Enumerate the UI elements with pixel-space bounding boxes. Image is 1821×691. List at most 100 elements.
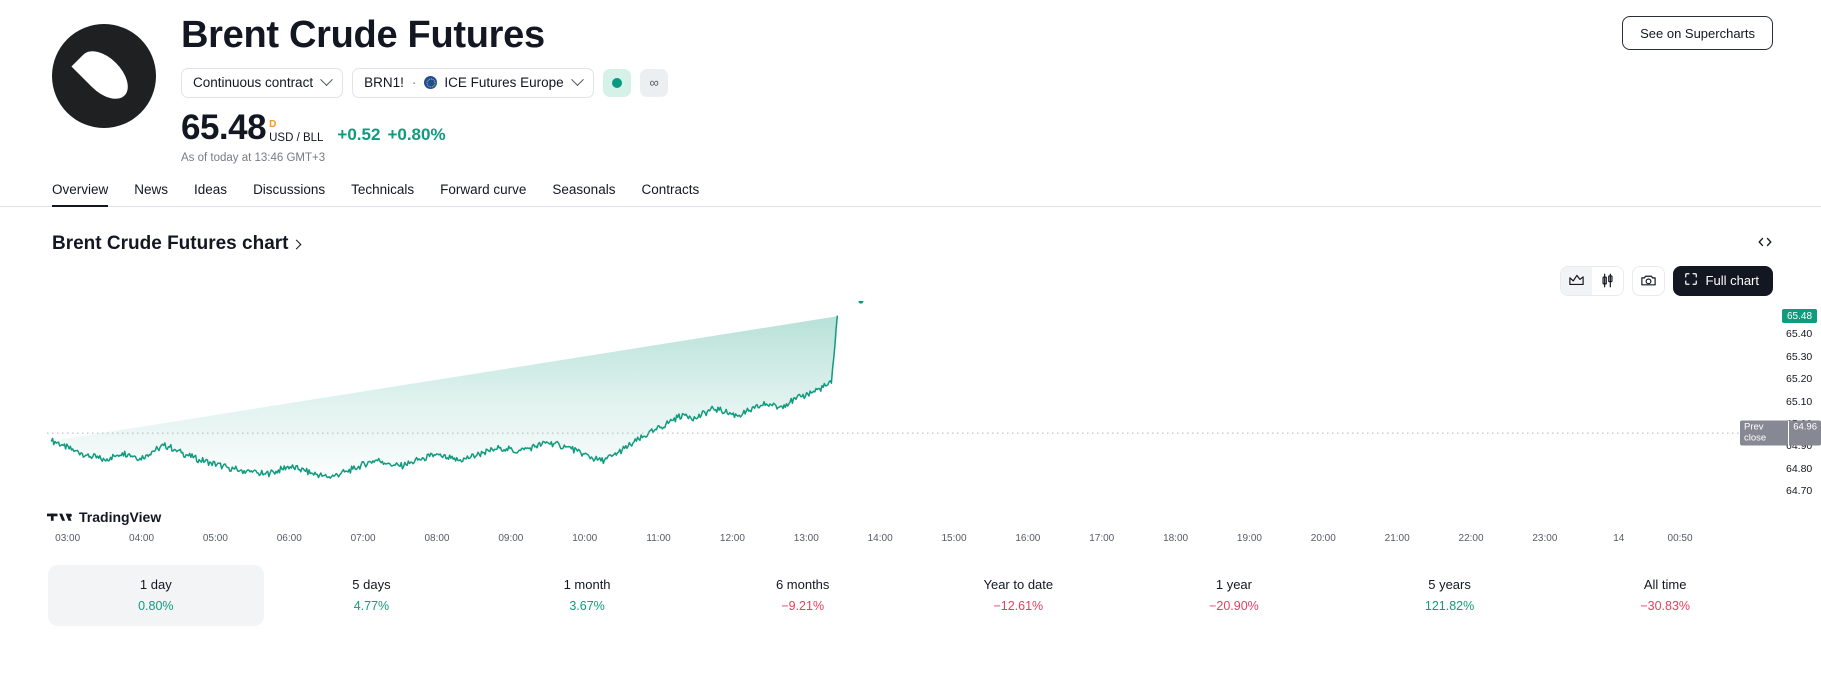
time-axis-tick: 14 bbox=[1613, 532, 1625, 544]
price-axis-tick: 65.10 bbox=[1786, 395, 1813, 408]
time-axis-tick: 18:00 bbox=[1163, 532, 1189, 544]
price-chart[interactable]: TradingView 65.4865.4065.3065.2065.1065.… bbox=[0, 300, 1821, 531]
price-axis-tick: 65.40 bbox=[1786, 328, 1813, 341]
eu-flag-icon bbox=[424, 76, 438, 90]
candlestick-chart-icon[interactable] bbox=[1591, 266, 1623, 295]
tab-ideas[interactable]: Ideas bbox=[194, 181, 228, 197]
time-axis-tick: 17:00 bbox=[1089, 532, 1115, 544]
infinity-icon[interactable]: ∞ bbox=[639, 68, 668, 97]
full-chart-label: Full chart bbox=[1705, 273, 1759, 289]
time-axis-tick: 16:00 bbox=[1015, 532, 1041, 544]
time-axis-tick: 23:00 bbox=[1532, 532, 1558, 544]
last-price-axis-badge: 65.48 bbox=[1782, 309, 1818, 324]
performance-value: −20.90% bbox=[1209, 598, 1259, 613]
code-embed-icon[interactable] bbox=[1757, 234, 1773, 253]
quote-row: 65.48 D USD / BLL +0.52 +0.80% bbox=[181, 110, 668, 145]
area-chart-icon[interactable] bbox=[1560, 266, 1592, 295]
symbol-exchange-dropdown[interactable]: BRN1! · ICE Futures Europe bbox=[352, 67, 594, 98]
contract-type-dropdown[interactable]: Continuous contract bbox=[181, 67, 344, 98]
last-price: 65.48 bbox=[181, 107, 267, 147]
time-axis-tick: 05:00 bbox=[202, 532, 228, 544]
price-axis-tick: 64.70 bbox=[1786, 485, 1813, 498]
chart-title-label: Brent Crude Futures chart bbox=[52, 232, 289, 254]
tradingview-watermark: TradingView bbox=[47, 509, 161, 525]
tab-seasonals[interactable]: Seasonals bbox=[552, 181, 616, 197]
performance-label: All time bbox=[1643, 576, 1687, 592]
time-axis-tick: 12:00 bbox=[719, 532, 745, 544]
performance-value: 121.82% bbox=[1424, 598, 1475, 613]
tab-overview[interactable]: Overview bbox=[52, 182, 109, 207]
performance-period-1-year[interactable]: 1 year −20.90% bbox=[1126, 565, 1342, 626]
time-axis-tick: 19:00 bbox=[1236, 532, 1262, 544]
chart-title-link[interactable]: Brent Crude Futures chart bbox=[52, 232, 302, 255]
see-on-supercharts-button[interactable]: See on Supercharts bbox=[1622, 16, 1773, 50]
performance-period-1-day[interactable]: 1 day 0.80% bbox=[48, 564, 264, 626]
tradingview-logo-icon bbox=[47, 513, 72, 521]
chart-type-group bbox=[1559, 265, 1624, 296]
prev-close-label: Prev close bbox=[1744, 421, 1767, 444]
performance-value: 4.77% bbox=[353, 598, 390, 613]
contract-type-label: Continuous contract bbox=[193, 75, 314, 91]
chart-area-fill bbox=[51, 316, 838, 479]
tab-technicals[interactable]: Technicals bbox=[351, 181, 415, 197]
performance-label: Year to date bbox=[983, 576, 1054, 592]
time-axis-tick: 11:00 bbox=[646, 532, 671, 544]
tab-forward-curve[interactable]: Forward curve bbox=[440, 181, 527, 197]
price-axis-tick: 64.80 bbox=[1786, 462, 1813, 475]
chevron-down-icon bbox=[570, 73, 584, 87]
performance-value: 3.67% bbox=[569, 598, 605, 613]
tab-discussions[interactable]: Discussions bbox=[253, 181, 326, 197]
time-axis-tick: 03:00 bbox=[55, 532, 81, 544]
price-axis-tick: 65.30 bbox=[1786, 350, 1813, 363]
chevron-down-icon bbox=[320, 73, 333, 87]
chart-toolbar: Full chart bbox=[0, 265, 1821, 297]
performance-label: 1 month bbox=[563, 576, 611, 592]
performance-period-all-time[interactable]: All time −30.83% bbox=[1557, 565, 1773, 626]
time-axis: 03:00 04:00 05:00 06:00 07:00 08:00 09:00 10:00… bbox=[0, 533, 1821, 553]
last-price-dot bbox=[858, 300, 864, 304]
performance-period-5-years[interactable]: 5 years 121.82% bbox=[1342, 565, 1558, 626]
oil-drop-icon bbox=[52, 24, 156, 128]
performance-label: 5 days bbox=[352, 576, 391, 592]
fullscreen-icon bbox=[1684, 272, 1698, 289]
full-chart-button[interactable]: Full chart bbox=[1672, 265, 1773, 296]
page-title: Brent Crude Futures bbox=[181, 14, 545, 56]
instrument-meta-row: Continuous contract BRN1! · ICE Futures … bbox=[181, 67, 668, 98]
performance-period-1-month[interactable]: 1 month 3.67% bbox=[479, 565, 695, 626]
prev-close-value: 64.96 bbox=[1788, 420, 1821, 446]
performance-period-5-days[interactable]: 5 days 4.77% bbox=[264, 565, 480, 626]
time-axis-tick: 04:00 bbox=[129, 532, 155, 544]
performance-value: −9.21% bbox=[781, 598, 825, 613]
price-unit: USD / BLL bbox=[269, 132, 324, 145]
performance-label: 6 months bbox=[775, 576, 830, 592]
camera-icon[interactable] bbox=[1631, 265, 1665, 296]
price-change-percent: +0.80% bbox=[387, 124, 446, 144]
time-axis-tick: 10:00 bbox=[572, 532, 598, 544]
performance-period-year-to-date[interactable]: Year to date −12.61% bbox=[911, 565, 1127, 626]
market-open-dot-icon[interactable] bbox=[602, 68, 631, 97]
symbol-label: BRN1! bbox=[364, 75, 404, 91]
performance-value: −30.83% bbox=[1640, 598, 1691, 613]
time-axis-tick: 15:00 bbox=[941, 532, 967, 544]
page-header: Brent Crude Futures Continuous contract … bbox=[0, 0, 1821, 164]
tab-news[interactable]: News bbox=[134, 181, 169, 197]
time-axis-tick: 14:00 bbox=[867, 532, 893, 544]
performance-period-6-months[interactable]: 6 months −9.21% bbox=[695, 565, 911, 626]
exchange-label: ICE Futures Europe bbox=[444, 75, 564, 91]
performance-label: 1 year bbox=[1215, 576, 1252, 592]
performance-label: 1 day bbox=[139, 576, 172, 592]
prev-close-badge: Prev close 64.96 bbox=[1740, 420, 1821, 446]
time-axis-tick: 22:00 bbox=[1458, 532, 1484, 544]
delayed-badge: D bbox=[269, 119, 277, 131]
performance-value: 0.80% bbox=[138, 598, 174, 613]
tab-contracts[interactable]: Contracts bbox=[641, 181, 700, 197]
time-axis-tick: 07:00 bbox=[350, 532, 376, 544]
time-axis-tick: 09:00 bbox=[498, 532, 524, 544]
time-axis-tick: 06:00 bbox=[276, 532, 302, 544]
time-axis-tick: 21:00 bbox=[1384, 532, 1410, 544]
tradingview-label: TradingView bbox=[79, 508, 162, 525]
price-axis-tick: 65.20 bbox=[1786, 373, 1813, 386]
performance-row: 1 day 0.80% 5 days 4.77% 1 month 3.67% 6 month… bbox=[0, 564, 1821, 626]
performance-value: −12.61% bbox=[993, 598, 1044, 613]
performance-label: 5 years bbox=[1428, 576, 1471, 592]
